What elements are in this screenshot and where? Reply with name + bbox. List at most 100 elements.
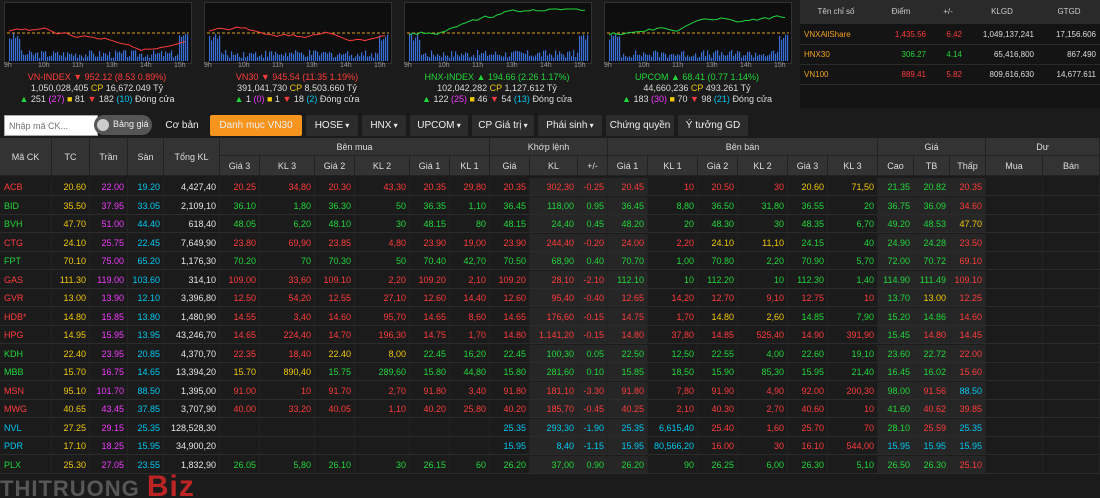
symbol[interactable]: NVL: [0, 418, 52, 437]
cell: 15.95: [608, 437, 648, 455]
cell: 24.10: [698, 233, 738, 252]
index-cell: 1,435.56: [872, 25, 930, 45]
tab[interactable]: HOSE ▾: [306, 115, 358, 136]
cell: 314,10: [164, 270, 220, 289]
volume-bar: [609, 39, 611, 61]
volume-bar: [777, 51, 779, 61]
symbol[interactable]: BID: [0, 196, 52, 215]
cell: 13.00: [914, 289, 950, 307]
volume-bar: [715, 50, 717, 61]
amount: 1,127.612: [504, 83, 545, 93]
volume-bar: [163, 56, 165, 61]
tab[interactable]: CP Giá trị ▾: [472, 115, 534, 136]
volume-bar: [157, 52, 159, 61]
volume-bar: [417, 33, 419, 61]
cell: 10: [648, 178, 698, 196]
tab[interactable]: Phái sinh ▾: [538, 115, 602, 136]
volume-bar: [305, 56, 307, 61]
symbol[interactable]: PLX: [0, 455, 52, 474]
symbol[interactable]: GAS: [0, 270, 52, 289]
index-cell: 14,677.611: [1038, 65, 1100, 85]
volume-bar: [133, 50, 135, 61]
volume-bar: [559, 51, 561, 61]
volume-bar: [725, 55, 727, 61]
cell: -2.10: [578, 270, 608, 289]
cell: 14,40: [450, 289, 490, 307]
volume-bar: [49, 56, 51, 61]
cell: 7,90: [828, 307, 878, 326]
cell: 25.35: [608, 418, 648, 437]
tab[interactable]: Chứng quyền: [606, 115, 674, 136]
cell: 544,00: [828, 437, 878, 455]
volume-bar: [429, 57, 431, 61]
breadth-up: 251: [30, 94, 46, 104]
volume-bar: [441, 57, 443, 61]
symbol[interactable]: FPT: [0, 252, 52, 270]
time-label: 15h: [174, 62, 186, 69]
unit: Tỷ: [346, 83, 357, 93]
volume-bar: [421, 55, 423, 61]
breadth-line: ▲ 1 (0) ■ 1 ▼ 18 (2) Đóng cửa: [202, 94, 392, 104]
volume-bar: [263, 57, 265, 61]
volume-bar: [25, 54, 27, 61]
volume-bar: [61, 55, 63, 61]
index-cell: 6.42: [930, 25, 966, 45]
cell: 14.70: [315, 326, 355, 344]
volume-bar: [345, 53, 347, 61]
cell: [1043, 215, 1100, 233]
cell: 29.15: [90, 418, 128, 437]
cell: -0.40: [578, 289, 608, 307]
cell: 40.62: [914, 400, 950, 418]
cell: [986, 363, 1043, 381]
cell: 40.05: [315, 400, 355, 418]
symbol[interactable]: HPG: [0, 326, 52, 344]
symbol[interactable]: ACB: [0, 178, 52, 196]
cell: 47.70: [950, 215, 986, 233]
volume-bar: [151, 54, 153, 61]
volume-bar: [697, 57, 699, 61]
tab[interactable]: Danh mục VN30: [210, 115, 302, 136]
cell: 1,10: [450, 196, 490, 215]
volume-bar: [351, 54, 353, 61]
volume-bar: [281, 54, 283, 61]
symbol[interactable]: BVH: [0, 215, 52, 233]
cell: 24.10: [52, 233, 90, 252]
symbol[interactable]: KDH: [0, 344, 52, 363]
volume-bar: [249, 52, 251, 61]
time-label: 14h: [140, 62, 152, 69]
symbol[interactable]: MWG: [0, 400, 52, 418]
volume-bar: [383, 38, 385, 61]
volume-bar: [511, 52, 513, 61]
cell: 25.75: [90, 233, 128, 252]
volume-bar: [571, 56, 573, 61]
tab[interactable]: Ý tưởng GD: [678, 115, 748, 136]
symbol[interactable]: HDB*: [0, 307, 52, 326]
volume-bar: [103, 52, 105, 61]
symbol[interactable]: CTG: [0, 233, 52, 252]
breadth-ceil: (30): [650, 94, 667, 104]
volume-bar: [321, 52, 323, 61]
search-input[interactable]: [4, 115, 98, 136]
cell: 1,832,90: [164, 455, 220, 474]
symbol[interactable]: GVR: [0, 289, 52, 307]
symbol[interactable]: MBB: [0, 363, 52, 381]
cell: [410, 437, 450, 455]
tab[interactable]: UPCOM ▾: [410, 115, 468, 136]
cell: 37.85: [128, 400, 164, 418]
symbol[interactable]: MSN: [0, 381, 52, 400]
cell: 44,80: [450, 363, 490, 381]
cell: 30: [355, 455, 410, 474]
unit: Tỷ: [546, 83, 557, 93]
tab[interactable]: Cơ bản: [158, 115, 206, 136]
toggle[interactable]: Bảng giá: [94, 115, 152, 135]
tab[interactable]: HNX ▾: [362, 115, 406, 136]
volume-bar: [685, 56, 687, 61]
volume-bar: [359, 56, 361, 61]
volume-bar: [411, 33, 413, 61]
volume-bar: [155, 54, 157, 61]
symbol[interactable]: PDR: [0, 437, 52, 455]
index-cell: 65,416,800: [966, 45, 1038, 65]
cell: 48.10: [315, 215, 355, 233]
cell: 100,30: [530, 344, 578, 363]
volume-bar: [51, 55, 53, 61]
